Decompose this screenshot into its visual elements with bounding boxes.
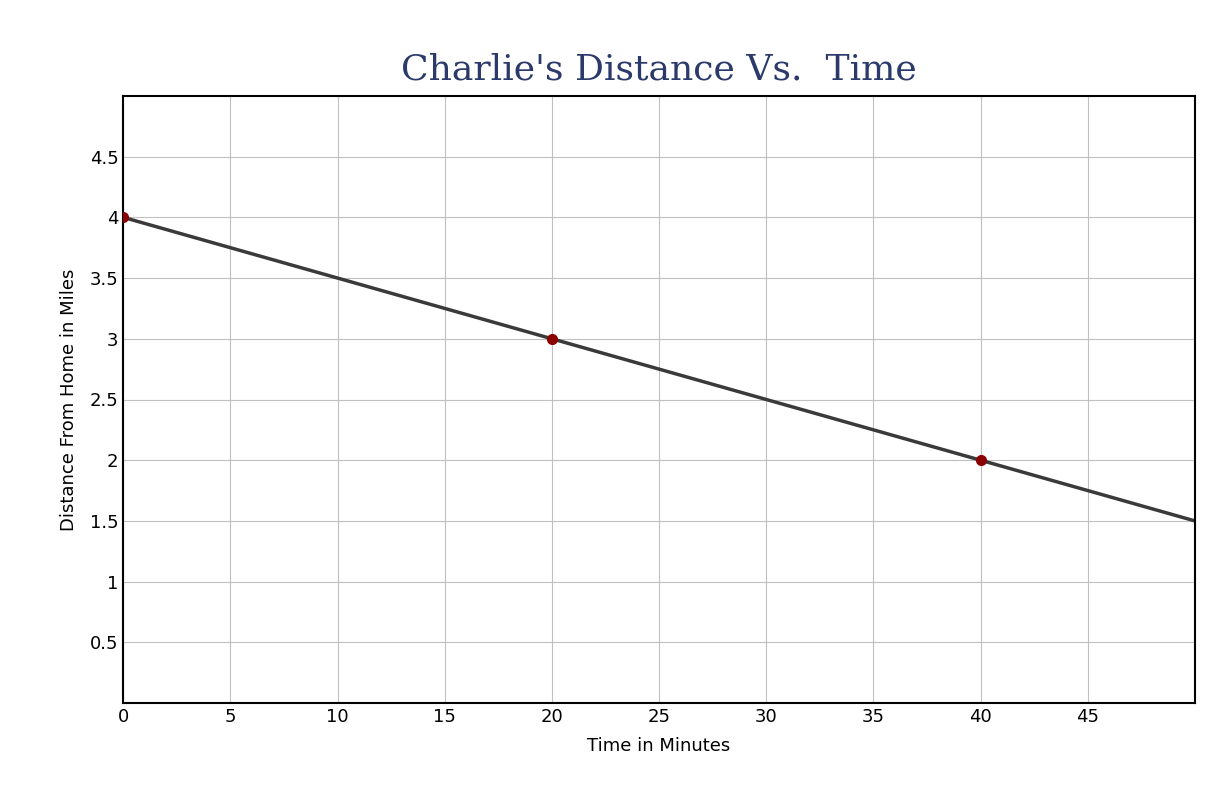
Y-axis label: Distance From Home in Miles: Distance From Home in Miles [60,268,79,531]
X-axis label: Time in Minutes: Time in Minutes [588,737,731,755]
Point [113,211,133,224]
Title: Charlie's Distance Vs.  Time: Charlie's Distance Vs. Time [402,52,917,86]
Point [542,332,562,345]
Point [971,454,991,467]
